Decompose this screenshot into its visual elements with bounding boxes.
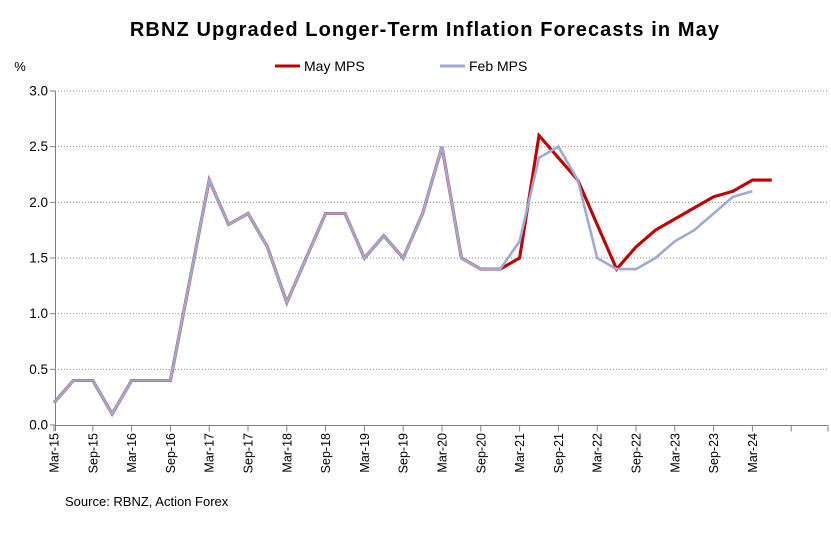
x-tick-label: Mar-21 <box>513 433 527 473</box>
legend-feb-label: Feb MPS <box>469 58 527 74</box>
x-tick-label: Mar-22 <box>591 433 605 473</box>
x-tick-label: Mar-16 <box>125 433 139 473</box>
y-axis-unit-label: % <box>14 59 26 74</box>
y-tick-label: 2.5 <box>29 139 48 154</box>
x-tick-label: Sep-23 <box>707 433 721 473</box>
source-note: Source: RBNZ, Action Forex <box>65 494 229 509</box>
x-tick-label: Mar-19 <box>358 433 372 473</box>
y-tick-label: 0.0 <box>29 418 48 433</box>
y-tick-label: 0.5 <box>29 362 48 377</box>
x-tick-label: Sep-18 <box>319 433 333 473</box>
y-tick-label: 2.0 <box>29 195 48 210</box>
legend: May MPS Feb MPS <box>275 58 527 74</box>
y-axis-labels: 3.0 2.5 2.0 1.5 1.0 0.5 0.0 <box>29 84 55 433</box>
x-tick-label: Sep-19 <box>397 433 411 473</box>
x-tick-label: Sep-15 <box>86 433 100 473</box>
legend-may-label: May MPS <box>304 58 365 74</box>
x-tick-label: Sep-20 <box>474 433 488 473</box>
feb-mps-line <box>53 144 753 417</box>
x-tick-label: Mar-18 <box>280 433 294 473</box>
x-tick-label: Mar-15 <box>48 433 62 473</box>
gridlines <box>55 90 828 370</box>
x-tick-label: Mar-23 <box>668 433 682 473</box>
y-tick-label: 1.0 <box>29 306 48 321</box>
x-axis-ticks <box>53 425 829 432</box>
x-tick-label: Mar-17 <box>203 433 217 473</box>
x-tick-label: Sep-21 <box>552 433 566 473</box>
plot-area: 3.0 2.5 2.0 1.5 1.0 0.5 0.0 Mar-15 Sep-15 Mar-16… <box>29 84 829 473</box>
chart-title: RBNZ Upgraded Longer-Term Inflation Fore… <box>130 19 720 41</box>
x-tick-label: Sep-17 <box>242 433 256 473</box>
x-axis-labels: Mar-15 Sep-15 Mar-16 Sep-16 Mar-17 Sep-17 Mar-… <box>48 433 760 473</box>
x-tick-label: Sep-16 <box>164 433 178 473</box>
y-tick-label: 3.0 <box>29 84 48 99</box>
x-tick-label: Mar-20 <box>436 433 450 473</box>
x-tick-label: Sep-22 <box>630 433 644 473</box>
x-tick-label: Mar-24 <box>746 433 760 473</box>
may-mps-line <box>52 131 772 417</box>
y-tick-label: 1.5 <box>29 251 48 266</box>
